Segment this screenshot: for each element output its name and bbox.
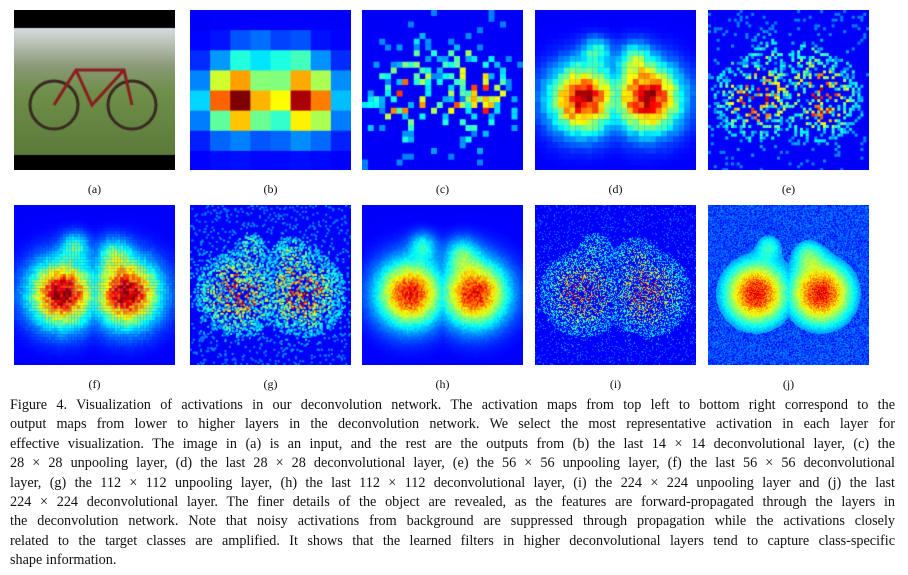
- caption-line: related to the target classes are amplif…: [10, 532, 895, 549]
- panel-label: (a): [87, 182, 102, 196]
- panel-image-i: [535, 205, 696, 365]
- panel-label: (h): [435, 377, 450, 391]
- panel-image-a: [14, 10, 175, 170]
- panel-label: (e): [781, 182, 796, 196]
- panel-label: (g): [263, 377, 278, 391]
- panel-image-h: [362, 205, 523, 365]
- panel-label: (b): [263, 182, 278, 196]
- caption-line: shape information.: [10, 552, 117, 569]
- panel-image-g: [190, 205, 351, 365]
- caption-line: layer, (g) the 112 × 112 unpooling layer…: [10, 474, 895, 491]
- panel-image-e: [708, 10, 869, 170]
- panel-image-d: [535, 10, 696, 170]
- panel-image-f: [14, 205, 175, 365]
- panel-label: (i): [609, 377, 622, 391]
- caption-line: 224 × 224 deconvolutional layer. The fin…: [10, 494, 895, 511]
- panel-label: (c): [435, 182, 450, 196]
- caption-line: effective visualization. The image in (a…: [10, 435, 895, 452]
- caption-line: 28 × 28 unpooling layer, (d) the last 28…: [10, 455, 895, 472]
- caption-line: output maps from lower to higher layers …: [10, 416, 895, 433]
- panel-image-j: [708, 205, 869, 365]
- panel-label: (j): [782, 377, 795, 391]
- panel-label: (f): [88, 377, 101, 391]
- caption-line: the deconvolution network. Note that noi…: [10, 513, 895, 530]
- caption-line: Figure 4. Visualization of activations i…: [10, 397, 895, 413]
- figure-caption: Figure 4. Visualization of activations i…: [10, 396, 895, 571]
- panel-image-b: [190, 10, 351, 170]
- panel-image-c: [362, 10, 523, 170]
- panel-label: (d): [608, 182, 623, 196]
